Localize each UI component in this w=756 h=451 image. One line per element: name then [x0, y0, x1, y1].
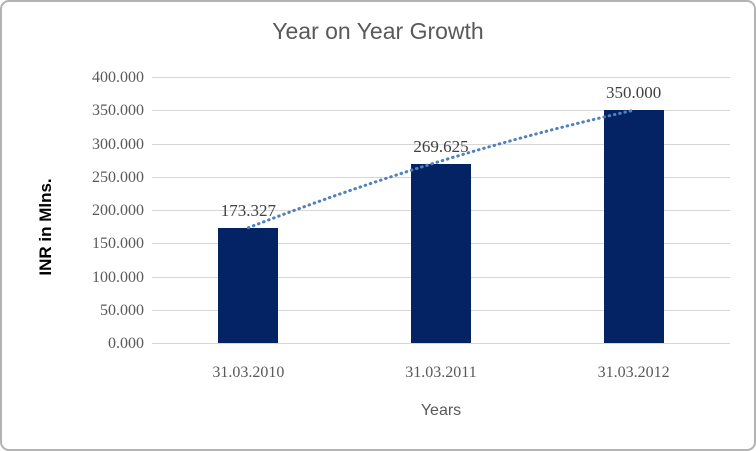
- gridline: [152, 110, 730, 112]
- y-axis-tick-label: 150.000: [92, 235, 144, 253]
- chart-title: Year on Year Growth: [272, 18, 484, 44]
- bar-31.03.2011: [411, 163, 471, 343]
- y-axis-tick-label: 400.000: [92, 69, 144, 86]
- gridline: [152, 143, 730, 145]
- data-label: 350.000: [606, 83, 662, 103]
- bar-31.03.2010: [218, 227, 279, 343]
- y-axis-title: INR in Mlns.: [36, 178, 55, 276]
- x-axis-title: Years: [420, 402, 462, 419]
- data-label: 173.327: [220, 200, 276, 220]
- data-label: 269.625: [413, 136, 469, 156]
- x-axis-category-label: 31.03.2010: [212, 364, 285, 381]
- y-axis-tick-label: 50.000: [100, 301, 144, 319]
- plot-area: [152, 77, 730, 344]
- y-axis-tick-label: 200.000: [92, 202, 144, 219]
- x-axis-category-label: 31.03.2011: [405, 364, 477, 381]
- trendline: [246, 108, 636, 230]
- trendline-path: [246, 108, 636, 230]
- y-axis-tick-label: 300.000: [92, 135, 144, 153]
- bar-31.03.2012: [603, 110, 664, 343]
- y-axis-tick-label: 350.000: [92, 102, 144, 120]
- gridline: [152, 343, 730, 344]
- y-axis-tick-label: 0.000: [108, 335, 144, 352]
- y-axis-tick-label: 100.000: [92, 268, 144, 286]
- x-axis-category-label: 31.03.2012: [597, 364, 670, 381]
- y-axis-tick-label: 250.000: [92, 168, 144, 186]
- gridline: [152, 77, 730, 78]
